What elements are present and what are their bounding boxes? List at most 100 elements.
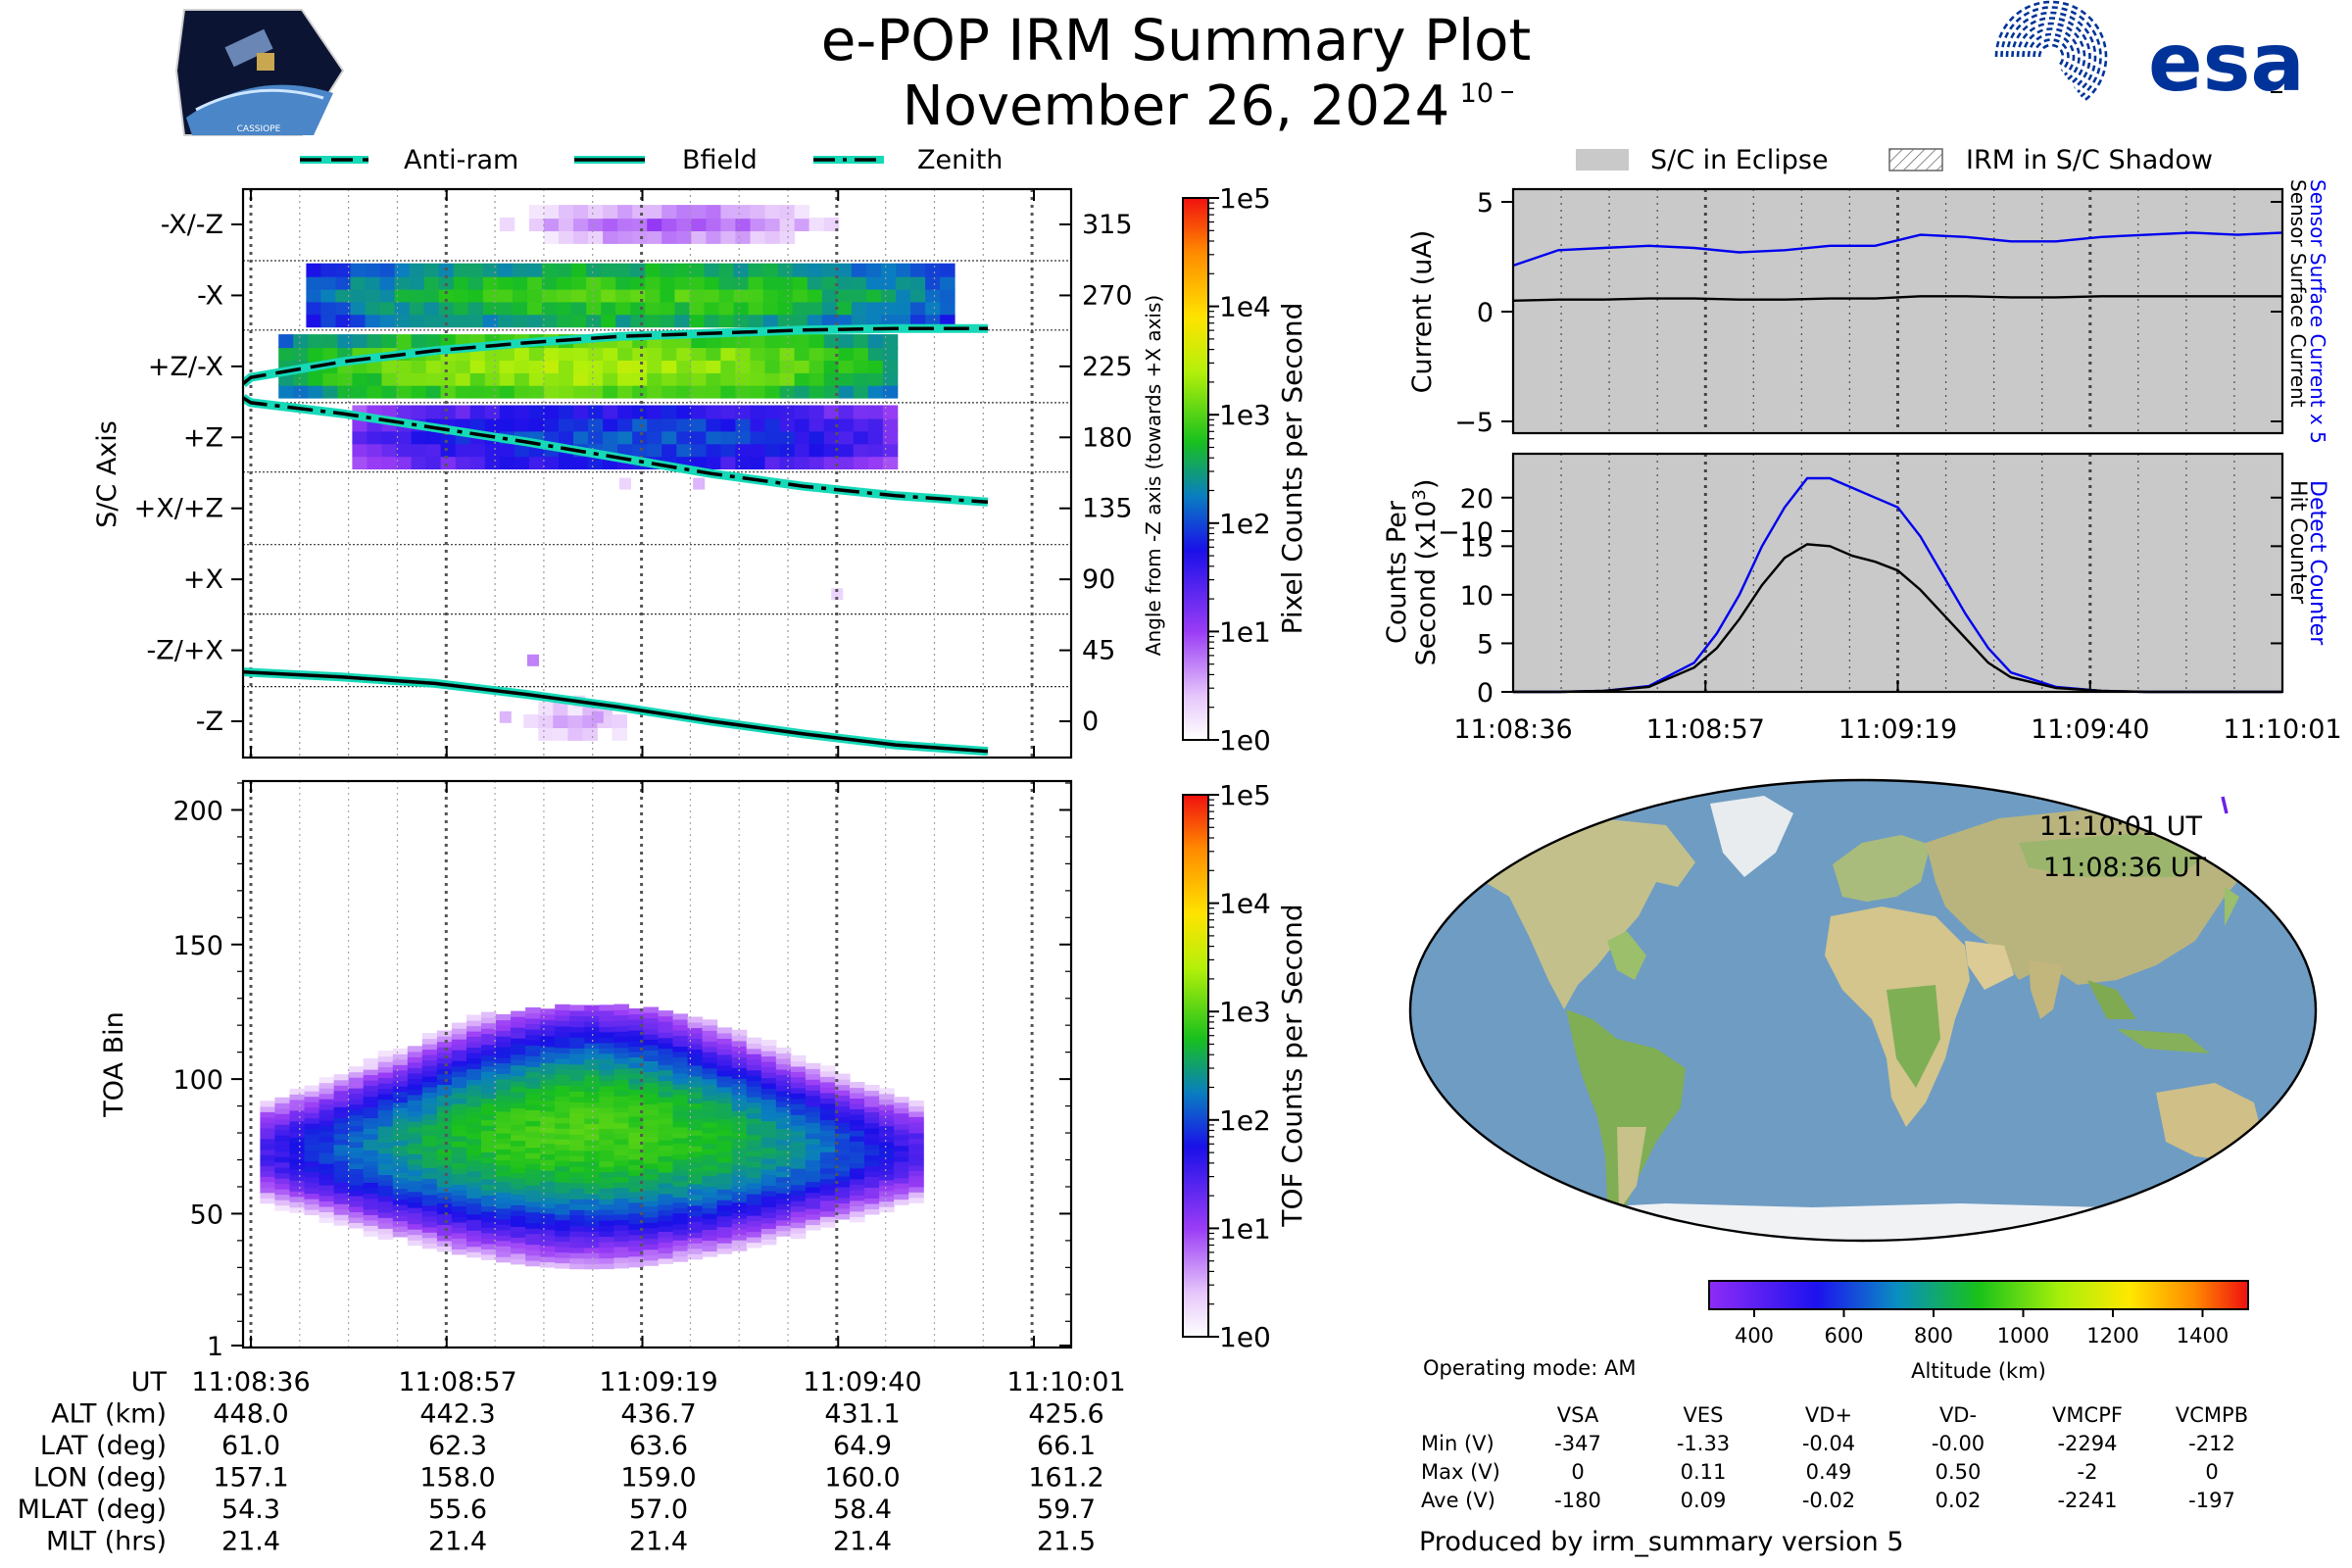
tof-cell — [864, 1165, 880, 1172]
tof-cell — [775, 1193, 792, 1200]
tof-cell — [658, 1048, 674, 1054]
heatmap-cell — [381, 443, 397, 458]
tof-cell — [348, 1173, 365, 1180]
tof-cell — [451, 1184, 467, 1191]
tof-cell — [481, 1195, 497, 1201]
tof-cell — [466, 1127, 482, 1134]
tof-cell — [451, 1156, 467, 1163]
tof-cell — [672, 1207, 689, 1214]
tof-cell — [377, 1077, 394, 1084]
tof-cell — [555, 1225, 570, 1232]
tof-cell — [540, 1127, 556, 1134]
heatmap-cell — [777, 288, 794, 303]
tof-cell — [555, 1236, 570, 1243]
tof-cell — [819, 1156, 836, 1163]
tof-cell — [525, 1103, 541, 1110]
tof-cell — [481, 1249, 497, 1255]
heatmap-cell — [352, 384, 368, 399]
tof-cell — [436, 1116, 453, 1123]
tof-cell — [805, 1073, 821, 1080]
tof-cell — [511, 1172, 526, 1179]
tof-cell — [716, 1049, 733, 1055]
tof-cell — [304, 1106, 320, 1113]
heatmap-cell — [588, 417, 604, 432]
tof-cell — [850, 1173, 865, 1180]
tof-cell — [584, 1106, 600, 1113]
tof-cell — [348, 1131, 365, 1138]
tof-cell — [569, 1112, 585, 1119]
heatmap-cell — [662, 430, 677, 445]
tof-cell — [643, 1152, 659, 1158]
heatmap-cell — [882, 384, 899, 399]
tof-cell — [613, 1063, 629, 1070]
tof-cell — [864, 1090, 880, 1097]
tof-cell — [260, 1181, 275, 1188]
tof-cell — [658, 1203, 674, 1210]
tof-cell — [436, 1229, 453, 1236]
tof-cell — [716, 1232, 733, 1239]
counts-tick-label: 0 — [1477, 678, 1494, 709]
tof-cell — [702, 1164, 718, 1171]
tof-cell — [584, 1171, 600, 1178]
tof-cell — [908, 1143, 924, 1150]
heatmap-cell — [293, 371, 309, 386]
tof-cell — [599, 1063, 614, 1070]
heatmap-cell — [779, 371, 796, 386]
heatmap-cell — [853, 430, 869, 445]
tof-cell — [525, 1217, 541, 1224]
heatmap-cell — [467, 301, 484, 316]
tof-cell — [481, 1114, 497, 1121]
tof-cell — [540, 1153, 556, 1160]
tof-cell — [819, 1200, 836, 1206]
tof-cell — [599, 1231, 614, 1238]
tof-cell — [658, 1097, 674, 1103]
tof-cell — [628, 1121, 644, 1128]
time-tick-label: 11:08:36 — [1453, 714, 1572, 745]
tof-cell — [348, 1184, 365, 1191]
ephemeris-cell: 11:08:36 — [191, 1367, 310, 1397]
heatmap-cell — [882, 359, 899, 373]
tof-cell — [746, 1140, 762, 1147]
tof-cell — [805, 1149, 821, 1155]
tof-cell — [421, 1189, 438, 1196]
tof-cell — [318, 1152, 335, 1159]
heatmap-cell — [794, 347, 810, 361]
tof-cell — [628, 1067, 644, 1074]
heatmap-cell — [352, 334, 368, 349]
tof-cell — [850, 1146, 865, 1152]
heatmap-cell — [588, 456, 604, 469]
tof-cell — [496, 1025, 512, 1032]
tof-cell — [599, 1004, 614, 1011]
heatmap-cell — [423, 301, 440, 316]
tof-cell — [702, 1100, 718, 1106]
heatmap-cell — [603, 218, 618, 231]
tof-cell — [687, 1049, 704, 1055]
tof-cell — [746, 1194, 762, 1200]
tof-cell — [377, 1222, 394, 1229]
tof-cell — [643, 1168, 659, 1175]
tof-cell — [348, 1190, 365, 1197]
heatmap-cell — [720, 229, 736, 244]
tof-cell — [672, 1115, 689, 1122]
tof-cell — [894, 1140, 909, 1147]
ephemeris-cell: 62.3 — [428, 1431, 487, 1461]
tof-cell — [511, 1231, 526, 1238]
heatmap-cell — [881, 263, 897, 277]
heatmap-cell — [792, 263, 808, 277]
heatmap-cell — [603, 371, 618, 386]
tof-cell — [643, 1054, 659, 1061]
heatmap-cell — [409, 263, 425, 277]
heatmap-cell — [689, 275, 705, 290]
tof-cell — [716, 1178, 733, 1185]
tof-cell — [525, 1017, 541, 1024]
tof-cell — [775, 1198, 792, 1204]
tof-cell — [481, 1039, 497, 1046]
tof-cell — [421, 1200, 438, 1206]
tof-cell — [289, 1137, 306, 1144]
tof-cell — [407, 1143, 423, 1150]
heatmap-cell — [617, 430, 633, 445]
tof-cell — [746, 1086, 762, 1093]
tof-cell — [569, 1031, 585, 1038]
tof-cell — [599, 1220, 614, 1227]
heatmap-cell — [543, 359, 560, 373]
